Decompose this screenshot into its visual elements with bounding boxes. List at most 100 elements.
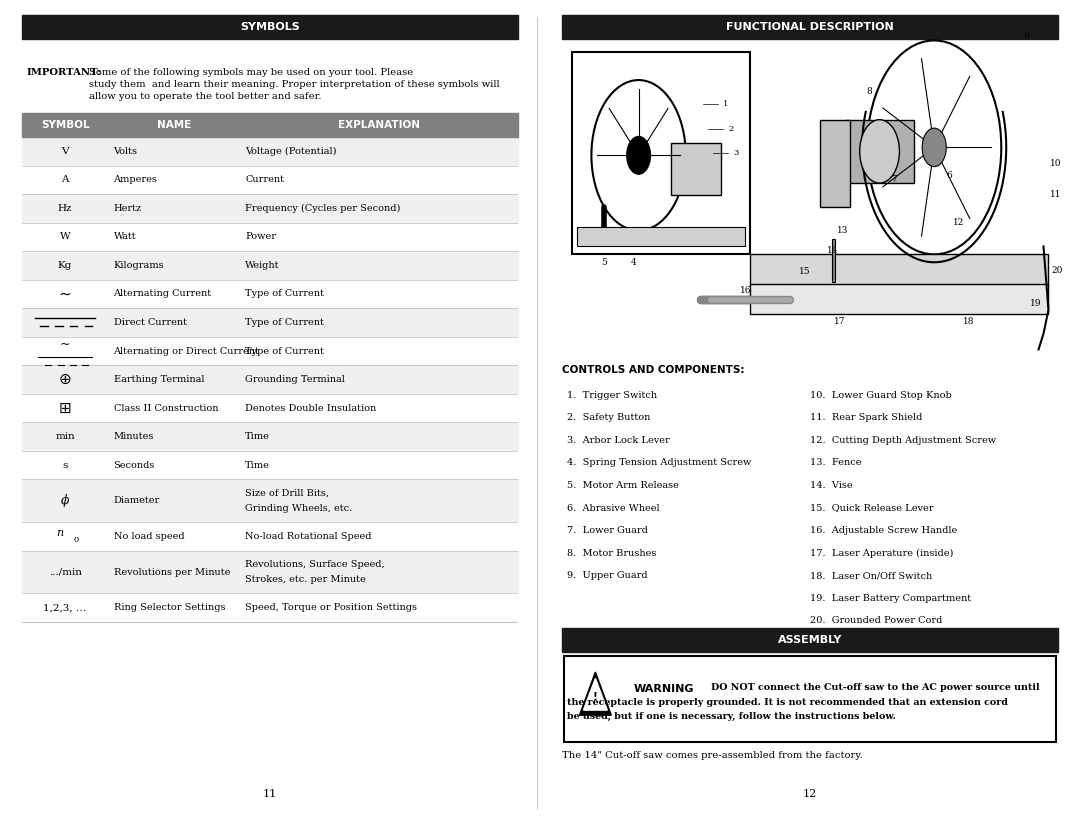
Text: CONTROLS AND COMPONENTS:: CONTROLS AND COMPONENTS: [562,365,744,375]
Text: 12: 12 [802,790,818,800]
Text: 11: 11 [262,790,278,800]
Text: 6: 6 [946,171,951,179]
Text: Strokes, etc. per Minute: Strokes, etc. per Minute [245,575,366,585]
Text: 10: 10 [1050,158,1062,168]
Text: EXPLANATION: EXPLANATION [338,120,420,130]
Text: Minutes: Minutes [113,432,153,441]
Text: 12.  Cutting Depth Adjustment Screw: 12. Cutting Depth Adjustment Screw [810,436,996,445]
Text: Watt: Watt [113,233,136,241]
Text: Kilograms: Kilograms [113,261,164,270]
Text: WARNING: WARNING [634,685,694,695]
Bar [671,143,720,195]
Text: IMPORTANT:: IMPORTANT: [27,68,102,78]
Bar [751,284,1049,314]
Text: 11: 11 [1050,190,1062,199]
Bar [751,254,1049,286]
Text: ⊕: ⊕ [58,372,71,387]
Text: 0: 0 [73,536,79,545]
Text: .../min: .../min [49,568,82,576]
Text: Kg: Kg [58,261,72,270]
Bar [22,550,518,594]
Bar [562,628,1058,652]
Circle shape [860,120,900,183]
Text: Amperes: Amperes [113,175,158,184]
Text: ASSEMBLY: ASSEMBLY [778,636,842,646]
Text: Grounding Terminal: Grounding Terminal [245,375,345,384]
Text: V: V [62,147,69,156]
Text: Type of Current: Type of Current [245,318,324,327]
Bar [22,594,518,622]
Text: 3.  Arbor Lock Lever: 3. Arbor Lock Lever [567,436,670,445]
Text: NAME: NAME [158,120,191,130]
Text: 17.  Laser Aperature (inside): 17. Laser Aperature (inside) [810,549,954,558]
Text: 13.  Fence: 13. Fence [810,459,862,467]
Text: SYMBOLS: SYMBOLS [240,22,300,32]
Text: Volts: Volts [113,147,137,156]
Text: ~: ~ [58,287,71,301]
Text: Time: Time [245,432,270,441]
Text: Diameter: Diameter [113,496,160,505]
Text: Some of the following symbols may be used on your tool. Please
study them  and l: Some of the following symbols may be use… [89,68,499,102]
Bar [22,137,518,166]
Text: A: A [62,175,69,184]
Text: Ring Selector Settings: Ring Selector Settings [113,603,225,612]
Text: DO NOT connect the Cut-off saw to the AC power source until: DO NOT connect the Cut-off saw to the AC… [711,683,1039,692]
Text: Earthing Terminal: Earthing Terminal [113,375,204,384]
Text: ~: ~ [59,339,70,351]
Text: 3: 3 [733,149,739,157]
Text: n: n [56,528,64,538]
Polygon shape [580,672,611,716]
Text: 4: 4 [631,258,636,267]
Text: Voltage (Potential): Voltage (Potential) [245,147,337,156]
Text: s: s [63,460,68,470]
Circle shape [922,128,946,167]
Text: Alternating Current: Alternating Current [113,289,212,299]
Text: Revolutions per Minute: Revolutions per Minute [113,568,230,576]
Text: No-load Rotational Speed: No-load Rotational Speed [245,532,372,541]
Text: 6.  Abrasive Wheel: 6. Abrasive Wheel [567,504,659,513]
Text: Alternating or Direct Current: Alternating or Direct Current [113,347,259,355]
Text: 1,2,3, …: 1,2,3, … [43,603,86,612]
Bar [22,194,518,223]
Text: 7: 7 [892,174,897,183]
Bar [22,480,518,522]
Text: 1.  Trigger Switch: 1. Trigger Switch [567,390,657,399]
Text: 7.  Lower Guard: 7. Lower Guard [567,526,647,535]
Text: Hz: Hz [58,204,72,213]
Text: W: W [59,233,70,241]
Text: Power: Power [245,233,276,241]
Text: 2.  Safety Button: 2. Safety Button [567,413,650,422]
Bar [22,309,518,337]
Bar [22,279,518,309]
Text: Seconds: Seconds [113,460,154,470]
Text: SYMBOL: SYMBOL [41,120,90,130]
Bar [22,251,518,279]
Text: 10.  Lower Guard Stop Knob: 10. Lower Guard Stop Knob [810,390,951,399]
Text: 19: 19 [1030,299,1042,308]
Text: Type of Current: Type of Current [245,289,324,299]
Bar [22,522,518,550]
Bar [22,451,518,480]
Text: 4.  Spring Tension Adjustment Screw: 4. Spring Tension Adjustment Screw [567,459,751,467]
Bar [22,422,518,451]
Text: Time: Time [245,460,270,470]
Text: Hertz: Hertz [113,204,141,213]
Text: Frequency (Cycles per Second): Frequency (Cycles per Second) [245,203,401,213]
Text: Revolutions, Surface Speed,: Revolutions, Surface Speed, [245,560,384,569]
Polygon shape [583,678,607,710]
Text: 11.  Rear Spark Shield: 11. Rear Spark Shield [810,413,922,422]
Text: 16.  Adjustable Screw Handle: 16. Adjustable Screw Handle [810,526,957,535]
Text: 20.  Grounded Power Cord: 20. Grounded Power Cord [810,616,943,626]
Bar [22,394,518,422]
Text: 19.  Laser Battery Compartment: 19. Laser Battery Compartment [810,594,971,603]
Bar [845,120,915,183]
Text: Size of Drill Bits,: Size of Drill Bits, [245,489,329,498]
Bar [22,337,518,365]
Text: 17: 17 [834,317,846,326]
Text: Denotes Double Insulation: Denotes Double Insulation [245,404,377,413]
Text: Current: Current [245,175,284,184]
Text: 16: 16 [740,285,752,294]
Text: 18: 18 [963,317,975,326]
Text: ⊞: ⊞ [58,400,71,415]
Text: 12: 12 [954,219,964,227]
